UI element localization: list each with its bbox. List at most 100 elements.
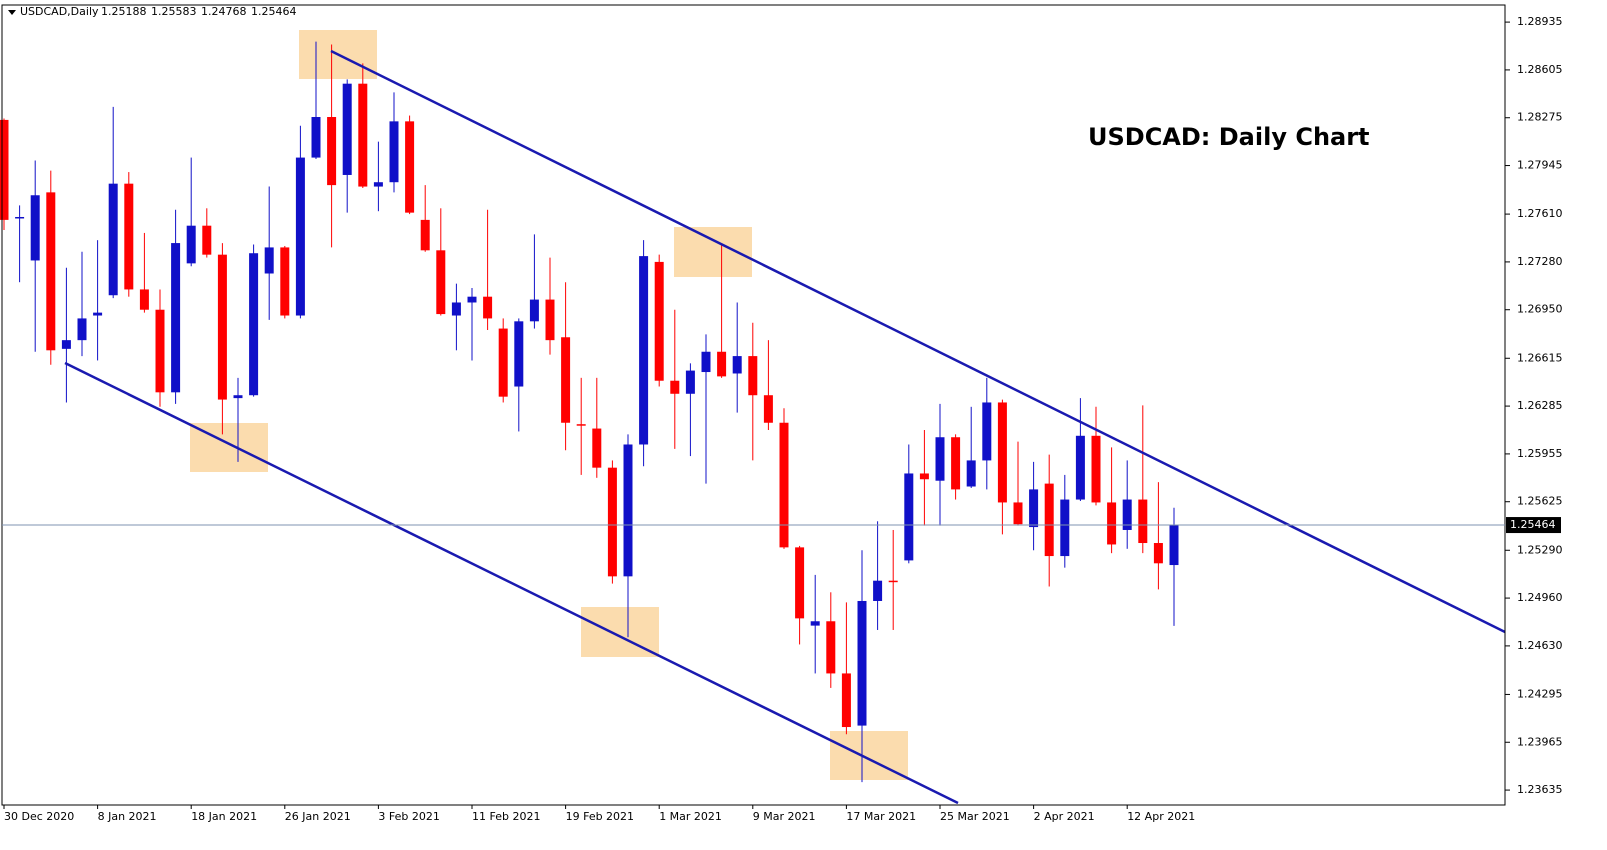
candle-body	[15, 216, 25, 219]
candle-body	[46, 192, 56, 351]
candle-body	[919, 473, 929, 480]
candle-body	[701, 351, 711, 373]
y-tick-label: 1.24960	[1517, 591, 1563, 604]
x-tick-label: 8 Jan 2021	[98, 810, 157, 823]
candle-body	[436, 250, 446, 315]
candle-body	[280, 247, 290, 316]
y-tick-label: 1.28935	[1517, 15, 1563, 28]
y-tick-label: 1.26615	[1517, 351, 1563, 364]
candle-body	[405, 121, 415, 213]
y-tick-label: 1.28605	[1517, 63, 1563, 76]
candle-body	[545, 299, 555, 341]
candle-body	[888, 580, 898, 583]
annotations	[190, 30, 908, 780]
y-tick-label: 1.23635	[1517, 783, 1563, 796]
x-tick-label: 1 Mar 2021	[659, 810, 722, 823]
x-tick-label: 2 Apr 2021	[1034, 810, 1095, 823]
candle-body	[592, 428, 602, 468]
candle-body	[623, 444, 633, 577]
x-tick-label: 11 Feb 2021	[472, 810, 540, 823]
candle-body	[1029, 489, 1039, 528]
candle-body	[935, 437, 945, 481]
candle-body	[327, 117, 337, 186]
candle-body	[529, 299, 539, 322]
candle-body	[295, 157, 305, 316]
candle-body	[373, 182, 383, 187]
candle-body	[483, 296, 493, 319]
candles	[0, 41, 1179, 783]
candle-body	[467, 296, 477, 303]
candle-body	[1013, 502, 1023, 525]
candle-body	[514, 321, 524, 387]
x-tick-label: 26 Jan 2021	[285, 810, 351, 823]
candle-body	[0, 119, 9, 220]
candle-body	[420, 219, 430, 251]
candle-body	[1107, 502, 1117, 545]
y-tick-label: 1.25290	[1517, 543, 1563, 556]
candle-body	[61, 340, 71, 349]
candle-body	[186, 225, 196, 264]
candle-body	[841, 673, 851, 728]
x-tick-label: 17 Mar 2021	[846, 810, 916, 823]
highlight-box	[674, 227, 752, 277]
candle-body	[1153, 543, 1163, 564]
symbol-label: USDCAD,Daily	[20, 5, 99, 18]
candle-body	[732, 356, 742, 374]
x-tick-label: 18 Jan 2021	[191, 810, 257, 823]
candle-body	[342, 83, 352, 175]
candle-body	[561, 337, 571, 423]
candle-body	[997, 402, 1007, 503]
channel-upper	[330, 49, 1506, 634]
candle-body	[171, 243, 181, 393]
x-tick-label: 25 Mar 2021	[940, 810, 1010, 823]
candle-body	[654, 261, 664, 381]
candle-body	[139, 289, 149, 310]
candle-body	[498, 328, 508, 397]
y-tick-label: 1.25955	[1517, 447, 1563, 460]
candle-body	[717, 351, 727, 377]
y-tick-label: 1.27610	[1517, 207, 1563, 220]
candle-body	[982, 402, 992, 461]
candle-body	[810, 621, 820, 626]
candle-body	[779, 422, 789, 548]
plot-frame	[1, 4, 1506, 806]
y-tick-label: 1.26285	[1517, 399, 1563, 412]
candle-body	[264, 247, 274, 274]
candle-body	[155, 309, 165, 393]
y-tick-label: 1.28275	[1517, 111, 1563, 124]
candle-body	[124, 183, 134, 290]
menu-arrow	[8, 10, 16, 15]
candle-body	[93, 312, 103, 316]
candle-body	[1091, 435, 1101, 503]
candle-body	[77, 318, 87, 341]
channel-lower	[64, 361, 959, 805]
y-tick-label: 1.23965	[1517, 735, 1563, 748]
y-tick-label: 1.26950	[1517, 303, 1563, 316]
candle-body	[685, 370, 695, 394]
candle-body	[904, 473, 914, 561]
header-high: 1.25583	[151, 5, 197, 18]
candle-body	[607, 467, 617, 577]
chart-title: USDCAD: Daily Chart	[1088, 123, 1370, 151]
y-tick-label: 1.25625	[1517, 495, 1563, 508]
candle-body	[748, 356, 758, 396]
y-tick-label: 1.24630	[1517, 639, 1563, 652]
candle-body	[358, 83, 368, 187]
candle-body	[795, 547, 805, 619]
candle-body	[1122, 499, 1132, 530]
candle-body	[1060, 499, 1070, 557]
header-open: 1.25188	[101, 5, 147, 18]
candle-body	[1138, 499, 1148, 544]
candle-body	[249, 253, 259, 396]
candle-body	[451, 302, 461, 316]
header-close: 1.25464	[251, 5, 297, 18]
candle-body	[873, 580, 883, 601]
x-tick-label: 9 Mar 2021	[753, 810, 816, 823]
trend-lines	[64, 49, 1506, 805]
y-tick-label: 1.27945	[1517, 159, 1563, 172]
price-label-box	[1506, 517, 1561, 534]
candle-body	[670, 380, 680, 394]
candle-body	[108, 183, 118, 296]
